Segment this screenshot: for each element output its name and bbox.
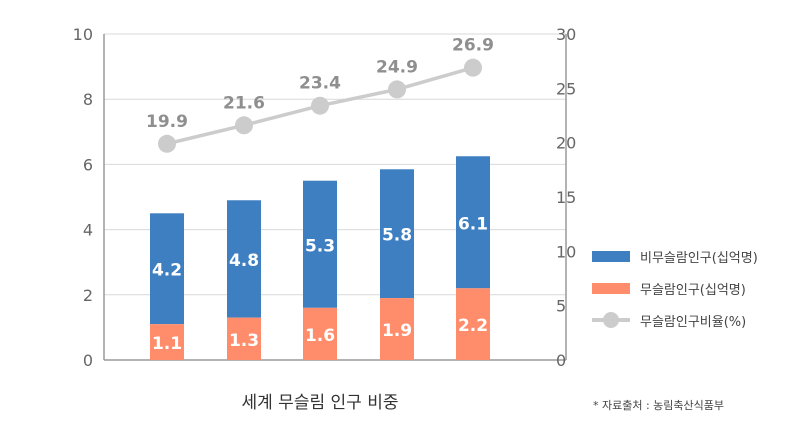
data-label-muslim-ratio-0: 19.9	[146, 112, 188, 132]
point-muslim-ratio-0	[158, 134, 176, 153]
point-muslim-ratio-4	[464, 58, 482, 77]
bar-muslim-4	[456, 288, 490, 360]
legend-item-non-muslim: 비무슬람인구(십억명)	[592, 240, 797, 272]
legend-item-muslim-ratio: 무슬람인구비율(%)	[592, 304, 797, 336]
left-tick-label-3: 6	[83, 155, 93, 174]
source-note: * 자료출처 : 농림축산식품부	[593, 399, 725, 412]
bar-non-muslim-4	[456, 156, 490, 289]
legend-label-muslim: 무슬람인구(십억명)	[640, 282, 746, 298]
data-label-muslim-ratio-2: 23.4	[299, 74, 341, 94]
bar-muslim-1	[227, 317, 261, 360]
data-label-non-muslim-4: 6.1	[458, 214, 488, 234]
bar-non-muslim-0	[150, 213, 184, 325]
left-tick-label-5: 10	[73, 25, 93, 44]
data-label-muslim-ratio-4: 26.9	[452, 36, 494, 56]
data-label-muslim-4: 2.2	[458, 316, 488, 336]
right-tick-label-0: 0	[556, 351, 566, 370]
data-label-non-muslim-2: 5.3	[305, 236, 335, 256]
data-label-non-muslim-1: 4.8	[229, 251, 259, 271]
data-label-muslim-2: 1.6	[305, 326, 335, 346]
point-muslim-ratio-3	[388, 80, 406, 99]
data-label-non-muslim-3: 5.8	[382, 226, 412, 246]
point-muslim-ratio-2	[311, 96, 329, 115]
data-label-muslim-ratio-1: 21.6	[223, 93, 265, 113]
legend: 비무슬람인구(십억명) 무슬람인구(십억명) 무슬람인구비율(%)	[592, 240, 797, 336]
legend-swatch-non-muslim	[592, 250, 630, 262]
legend-swatch-muslim-ratio-dot	[603, 312, 619, 328]
data-label-non-muslim-0: 4.2	[152, 261, 182, 281]
data-label-muslim-ratio-3: 24.9	[376, 57, 418, 77]
right-tick-label-6: 30	[556, 25, 576, 44]
data-label-muslim-1: 1.3	[229, 331, 259, 351]
right-tick-label-5: 25	[556, 79, 576, 98]
legend-label-muslim-ratio: 무슬람인구비율(%)	[640, 314, 747, 330]
right-tick-label-2: 10	[556, 242, 576, 261]
legend-swatch-muslim	[592, 282, 630, 294]
left-tick-label-0: 0	[83, 351, 93, 370]
bar-muslim-3	[380, 298, 414, 360]
data-label-muslim-0: 1.1	[152, 334, 182, 354]
right-tick-label-1: 5	[556, 297, 566, 316]
left-tick-label-1: 2	[83, 286, 93, 305]
right-tick-label-3: 15	[556, 188, 576, 207]
bar-muslim-0	[150, 324, 184, 360]
point-muslim-ratio-1	[235, 116, 253, 135]
legend-swatch-muslim-ratio	[592, 312, 630, 328]
bar-non-muslim-2	[303, 180, 337, 308]
bar-non-muslim-1	[227, 200, 261, 318]
right-tick-label-4: 20	[556, 134, 576, 153]
x-axis-title: 세계 무슬림 인구 비중	[241, 393, 399, 413]
bar-non-muslim-3	[380, 169, 414, 299]
left-tick-label-2: 4	[83, 221, 93, 240]
bar-muslim-2	[303, 307, 337, 360]
left-tick-label-4: 8	[83, 90, 93, 109]
data-label-muslim-3: 1.9	[382, 321, 412, 341]
legend-label-non-muslim: 비무슬람인구(십억명)	[640, 250, 758, 266]
legend-item-muslim: 무슬람인구(십억명)	[592, 272, 797, 304]
